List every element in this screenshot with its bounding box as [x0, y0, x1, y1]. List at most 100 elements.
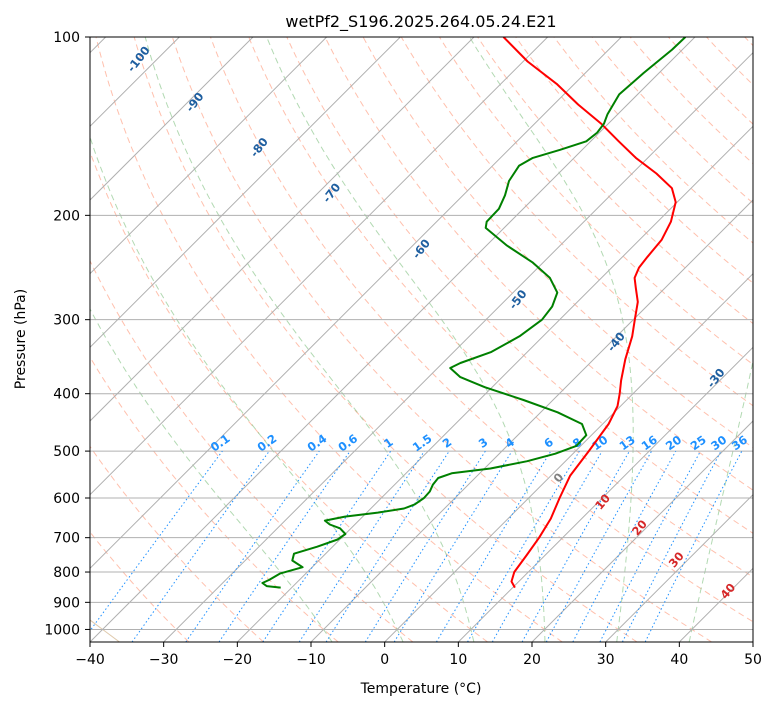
y-axis-label: Pressure (hPa)	[13, 289, 29, 389]
x-tick-label: −20	[223, 652, 253, 668]
dewpoint-line	[261, 37, 687, 589]
isotherm-line	[310, 199, 753, 642]
isotherm-line	[752, 641, 753, 642]
dry-adiabat-line	[95, 37, 563, 642]
y-tick-label: 900	[53, 595, 80, 611]
moist-adiabat-label: 30	[666, 549, 687, 570]
mixing-ratio-label: 1	[381, 435, 396, 451]
y-tick-label: 100	[53, 30, 80, 46]
moist-adiabat-line	[688, 358, 753, 642]
dry-adiabat-line	[553, 37, 753, 244]
dry-adiabat-label: -90	[183, 90, 207, 115]
isotherm-line	[90, 37, 475, 422]
mixing-ratio-line	[393, 450, 513, 642]
dry-adiabat-label: -80	[247, 135, 271, 160]
mixing-ratio-line	[131, 450, 270, 642]
mixing-ratio-label: 16	[639, 432, 660, 453]
chart-title: wetPf2_S196.2025.264.05.24.E21	[285, 12, 556, 32]
mixing-ratio-line	[435, 450, 552, 642]
mixing-ratio-line	[325, 450, 450, 642]
dry-adiabat-labels: -100-90-80-70-60-50-40-30-20-10	[124, 43, 728, 391]
dry-adiabat-line	[706, 37, 753, 86]
y-tick-label: 1000	[44, 622, 80, 638]
x-tick-label: 10	[449, 652, 467, 668]
moist-adiabat-line	[266, 37, 546, 642]
dry-adiabat-lines	[90, 37, 753, 642]
isotherm-line	[90, 37, 622, 570]
isotherm-line	[236, 125, 753, 642]
plot-frame	[89, 36, 754, 643]
mixing-ratio-line	[491, 450, 603, 642]
dry-adiabat-line	[171, 37, 712, 642]
dry-adiabat-line	[90, 356, 339, 642]
y-axis-ticks: 100 200 300 400 500 600 700 800 900 1000	[44, 30, 90, 638]
moist-adiabat-line	[90, 308, 333, 642]
moist-adiabat-line	[90, 135, 404, 642]
moist-adiabat-label: 20	[629, 517, 650, 538]
dry-adiabat-line	[210, 37, 753, 623]
dry-adiabat-line	[90, 445, 264, 642]
dry-adiabat-line	[400, 37, 753, 407]
mixing-ratio-label: 30	[708, 432, 729, 453]
mixing-ratio-label: 13	[617, 432, 638, 453]
dry-adiabat-line	[477, 37, 753, 325]
y-tick-label: 800	[53, 565, 80, 581]
y-tick-label: 200	[53, 208, 80, 224]
dry-adiabat-line	[668, 37, 753, 125]
dry-adiabat-line	[629, 37, 753, 165]
dry-adiabat-line	[133, 37, 638, 642]
dry-adiabat-line	[90, 150, 488, 642]
isotherm-line	[678, 567, 753, 642]
mixing-ratio-line	[572, 450, 677, 642]
x-tick-label: −10	[296, 652, 326, 668]
isobar-grid	[90, 37, 753, 630]
mixing-ratio-label: 2	[440, 435, 455, 451]
dry-adiabat-line	[744, 37, 753, 47]
x-tick-label: −40	[75, 652, 105, 668]
mixing-ratio-line	[218, 450, 351, 642]
isotherm-line	[605, 493, 753, 642]
plot-area: -100-90-80-70-60-50-40-30-20-10 0.10.20.…	[90, 37, 753, 642]
y-tick-label: 400	[53, 387, 80, 403]
isotherm-line	[90, 37, 254, 201]
mixing-ratio-line	[90, 450, 223, 632]
x-tick-label: 20	[523, 652, 541, 668]
mixing-ratio-label: 36	[729, 432, 750, 453]
x-axis-ticks: −40 −30 −20 −10 0 10 20 30 40 50	[75, 642, 762, 668]
mixing-ratio-line	[185, 450, 320, 642]
mixing-ratio-lines	[90, 450, 743, 642]
dry-adiabat-line	[591, 37, 753, 204]
x-tick-label: 50	[744, 652, 762, 668]
mixing-ratio-label: 25	[688, 432, 709, 453]
dry-adiabat-label: -40	[604, 329, 628, 354]
dry-adiabat-line	[248, 37, 753, 578]
mixing-ratio-line	[467, 450, 580, 642]
mixing-ratio-label: 20	[663, 432, 684, 453]
mixing-ratio-label: 3	[476, 435, 491, 451]
isotherm-line	[384, 272, 753, 642]
y-tick-label: 500	[53, 444, 80, 460]
dry-adiabat-line	[324, 37, 753, 491]
isotherm-line	[90, 37, 328, 275]
dry-adiabat-label: -30	[704, 366, 728, 391]
moist-adiabat-label: 0	[550, 470, 566, 485]
mixing-ratio-line	[599, 450, 701, 642]
isotherm-line	[163, 51, 753, 642]
isotherm-grid	[90, 37, 753, 642]
dry-adiabat-line	[90, 259, 414, 642]
isotherm-line	[90, 37, 401, 349]
mixing-ratio-line	[521, 450, 630, 642]
moist-adiabat-line	[144, 37, 475, 642]
isotherm-line	[457, 346, 753, 642]
mixing-ratio-line	[545, 450, 653, 642]
moist-adiabat-lines	[90, 37, 753, 642]
dry-adiabat-label: -70	[320, 180, 344, 205]
x-tick-label: 40	[670, 652, 688, 668]
dry-adiabat-label: -60	[409, 236, 433, 261]
mixing-ratio-line	[364, 450, 486, 642]
isotherm-line	[90, 37, 549, 496]
x-axis-label: Temperature (°C)	[360, 681, 482, 697]
isotherm-line	[531, 420, 753, 642]
isotherm-line	[90, 37, 696, 642]
